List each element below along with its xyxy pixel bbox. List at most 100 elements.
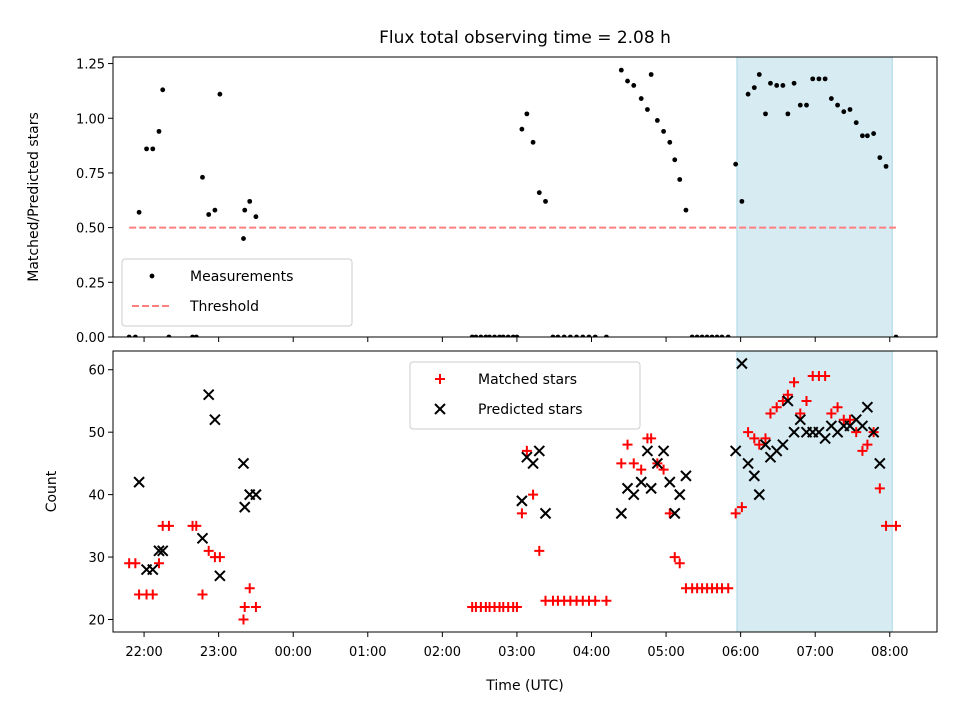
matched-stars-point xyxy=(244,583,255,594)
measurements-point xyxy=(847,107,853,112)
observing-window-span xyxy=(736,56,893,338)
predicted-stars-point xyxy=(157,545,169,557)
measurements-point xyxy=(241,236,246,241)
matched-stars-point xyxy=(881,520,892,531)
measurements-point xyxy=(638,96,644,101)
measurements-point xyxy=(841,109,847,115)
measurements-point xyxy=(725,334,731,337)
matched-stars-point xyxy=(890,520,901,531)
legend: Measurements Threshold xyxy=(121,258,353,327)
predicted-stars-point xyxy=(753,488,765,501)
matched-stars-point xyxy=(616,458,627,469)
measurements-point xyxy=(242,207,248,213)
measurements-point xyxy=(797,102,803,108)
measurements-point xyxy=(253,214,259,220)
y-tick-label: 50 xyxy=(88,426,105,441)
matched-stars-point xyxy=(214,552,225,563)
measurements-point xyxy=(704,334,710,337)
measurements-point xyxy=(791,80,797,86)
measurements-point xyxy=(536,190,542,196)
matched-stars-point xyxy=(749,433,760,444)
plot-area xyxy=(126,67,899,337)
x-axis-label: Time (UTC) xyxy=(485,678,563,694)
measurements-point xyxy=(492,334,497,337)
x-tick-label: 23:00 xyxy=(200,645,237,660)
measurements-point xyxy=(672,157,678,163)
measurements-point xyxy=(193,334,199,337)
predicted-stars-point xyxy=(250,488,262,501)
measurements-point xyxy=(677,177,683,182)
measurements-point xyxy=(804,102,809,108)
measurements-point xyxy=(871,131,877,136)
matched-stars-point xyxy=(534,545,545,556)
predicted-stars-point xyxy=(651,457,664,470)
measurements-point xyxy=(835,102,840,108)
measurements-point xyxy=(483,334,489,337)
matched-stars-point xyxy=(862,439,873,450)
y-tick-label: 0.75 xyxy=(76,167,105,182)
matched-stars-point xyxy=(723,583,734,594)
measurements-point xyxy=(654,118,660,123)
measurements-point xyxy=(190,334,195,337)
predicted-stars-point xyxy=(628,488,640,501)
measurements-point xyxy=(497,334,502,337)
matched-stars-point xyxy=(197,589,208,600)
measurements-point xyxy=(136,209,142,215)
predicted-stars-point xyxy=(539,507,552,520)
predicted-stars-point xyxy=(819,432,831,445)
y-tick-label: 0.25 xyxy=(76,276,105,291)
measurements-point xyxy=(618,67,624,73)
matched-stars-point xyxy=(765,408,776,419)
y-tick-label: 1.00 xyxy=(76,112,105,127)
measurements-point xyxy=(543,198,548,204)
observing-window-span xyxy=(736,350,893,633)
measurements-point xyxy=(586,334,592,337)
measurements-point xyxy=(822,76,828,82)
matched-stars-point xyxy=(760,433,771,444)
predicted-stars-point xyxy=(657,445,670,457)
predicted-stars-point xyxy=(674,488,686,501)
measurements-point xyxy=(478,334,484,337)
predicted-stars-point xyxy=(516,495,528,507)
predicted-stars-point xyxy=(153,545,165,557)
measurements-point xyxy=(661,128,666,134)
measurements-point xyxy=(733,161,739,167)
predicted-stars-point xyxy=(729,445,742,457)
matched-stars-point xyxy=(511,602,522,613)
matched-stars-point xyxy=(153,558,164,569)
predicted-stars-point xyxy=(133,476,145,488)
measurements-point xyxy=(756,72,762,77)
x-tick-label: 04:00 xyxy=(573,645,610,660)
matched-stars-point xyxy=(516,508,527,519)
measurements-point xyxy=(719,334,725,337)
matched-stars-point xyxy=(782,389,793,400)
measurements-point xyxy=(550,334,556,337)
measurements-point xyxy=(592,334,598,337)
legend-label: Measurements xyxy=(190,269,293,285)
measurements-point xyxy=(510,334,516,337)
axes-frame xyxy=(112,56,938,338)
measurements-point xyxy=(580,334,586,337)
x-tick-label: 03:00 xyxy=(498,645,535,660)
measurements-point xyxy=(206,212,212,217)
y-tick-label: 0.00 xyxy=(76,331,105,346)
y-tick-label: 0.50 xyxy=(76,222,105,237)
x-tick-label: 00:00 xyxy=(274,645,311,660)
matched-stars-point xyxy=(857,445,868,456)
predicted-stars-point xyxy=(788,426,800,438)
measurements-point xyxy=(648,72,654,77)
predicted-stars-point xyxy=(664,476,676,488)
measurements-point xyxy=(156,128,162,134)
measurements-point xyxy=(555,334,561,337)
predicted-stars-point xyxy=(680,470,692,482)
measurements-point xyxy=(816,76,822,82)
measurements-point xyxy=(212,207,218,213)
measurements-point xyxy=(217,91,223,97)
measurements-point xyxy=(694,334,700,337)
matched-stars-point xyxy=(845,414,856,425)
measurements-point xyxy=(877,155,883,161)
matched-stars-point xyxy=(874,483,885,494)
measurements-point xyxy=(166,334,172,337)
predicted-stars-point xyxy=(147,563,159,576)
measurements-point xyxy=(860,133,865,139)
